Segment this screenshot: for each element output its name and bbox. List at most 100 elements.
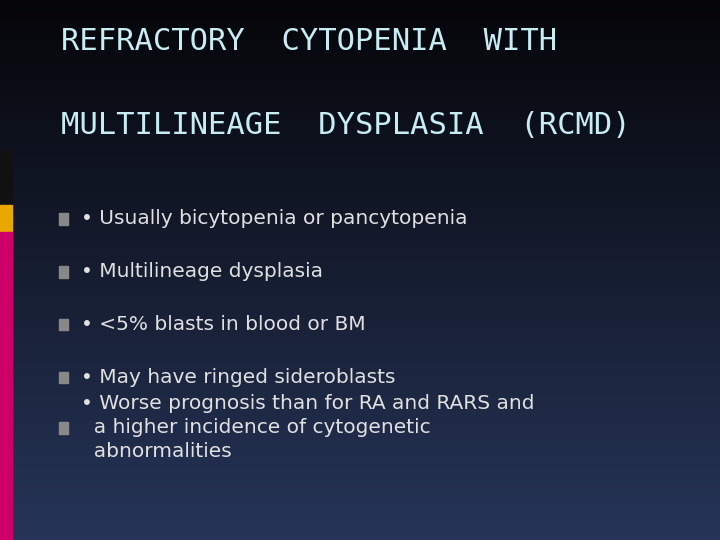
Bar: [0, 297, 720, 300]
Bar: [0, 478, 720, 481]
Bar: [0, 51, 720, 54]
Bar: [0, 405, 720, 408]
Bar: [0, 213, 720, 216]
Bar: [0, 16, 720, 19]
Bar: [0, 162, 720, 165]
Bar: [0, 227, 720, 229]
Bar: [0, 46, 720, 49]
Bar: [0, 375, 720, 378]
Bar: [0, 308, 720, 310]
Bar: [0, 202, 720, 205]
Bar: [0, 418, 720, 421]
Bar: [0, 327, 720, 329]
Bar: [0, 157, 720, 159]
Bar: [0, 70, 720, 73]
Bar: [0, 224, 720, 227]
Bar: [0, 421, 720, 424]
Bar: [0, 265, 720, 267]
Bar: [0, 386, 720, 389]
Bar: [0, 370, 720, 373]
Bar: [0, 489, 720, 491]
Bar: [0, 81, 720, 84]
Bar: [0, 435, 720, 437]
Bar: [0, 194, 720, 197]
Bar: [0, 497, 720, 500]
Bar: [0, 408, 720, 410]
Bar: [0, 335, 720, 338]
Bar: [0, 132, 720, 135]
Bar: [0, 165, 720, 167]
Bar: [0, 302, 720, 305]
Bar: [0, 186, 720, 189]
Bar: [0, 89, 720, 92]
Bar: [0, 500, 720, 502]
Bar: [0, 127, 720, 130]
Bar: [0, 281, 720, 284]
Bar: [0, 232, 12, 540]
Bar: [0, 300, 720, 302]
Bar: [0, 437, 720, 440]
Bar: [0, 49, 720, 51]
Bar: [0, 0, 720, 3]
Bar: [0, 516, 720, 518]
Bar: [0, 140, 720, 143]
Bar: [0, 378, 720, 381]
Bar: [0, 275, 720, 278]
Bar: [0, 467, 720, 470]
Bar: [0, 432, 720, 435]
Bar: [0, 389, 720, 392]
Bar: [0, 27, 720, 30]
Bar: [0, 251, 720, 254]
Bar: [0, 270, 720, 273]
Bar: [0, 208, 720, 211]
Bar: [0, 92, 720, 94]
Bar: [0, 338, 720, 340]
Bar: [0, 43, 720, 46]
Bar: [0, 238, 720, 240]
Bar: [0, 259, 720, 262]
Bar: [0, 84, 720, 86]
Bar: [0, 151, 12, 205]
Bar: [0, 130, 720, 132]
Bar: [0, 348, 720, 351]
Bar: [0, 410, 720, 413]
Bar: [0, 200, 720, 202]
Bar: [0, 221, 720, 224]
Bar: [0, 459, 720, 462]
Bar: [0, 122, 720, 124]
Bar: [0, 148, 720, 151]
Bar: [0, 68, 720, 70]
Bar: [0, 30, 720, 32]
Bar: [0, 364, 720, 367]
Bar: [0, 292, 720, 294]
Bar: [0, 284, 720, 286]
Bar: [0, 286, 720, 289]
Text: REFRACTORY  CYTOPENIA  WITH: REFRACTORY CYTOPENIA WITH: [61, 27, 557, 56]
Bar: [0, 329, 720, 332]
Bar: [0, 240, 720, 243]
Bar: [0, 138, 720, 140]
Bar: [0, 416, 720, 418]
Bar: [0, 529, 720, 532]
Bar: [0, 475, 720, 478]
Bar: [0, 5, 720, 8]
Bar: [0, 392, 720, 394]
Bar: [0, 216, 720, 219]
Bar: [0, 97, 720, 100]
Bar: [0, 427, 720, 429]
Bar: [0, 230, 720, 232]
Bar: [0, 313, 720, 316]
Bar: [0, 119, 720, 122]
Bar: [0, 537, 720, 540]
Bar: [0, 400, 720, 402]
Bar: [0, 367, 720, 370]
Bar: [0, 62, 720, 65]
Bar: [0, 232, 720, 235]
Bar: [0, 446, 720, 448]
Bar: [0, 3, 720, 5]
Bar: [0, 100, 720, 103]
Bar: [0, 278, 720, 281]
Bar: [0, 532, 720, 535]
Bar: [0, 22, 720, 24]
Bar: [0, 35, 720, 38]
